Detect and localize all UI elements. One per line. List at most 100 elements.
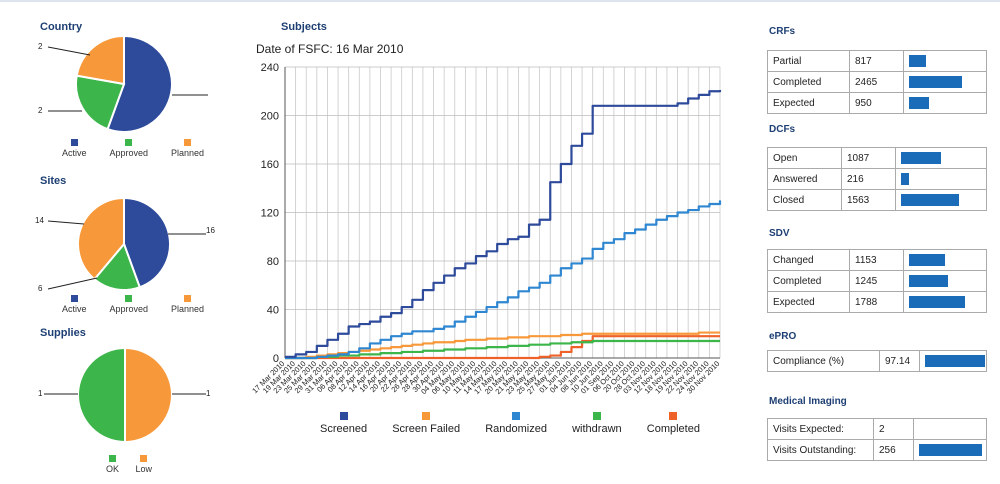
- legend-swatch-screen-failed: [422, 412, 431, 420]
- row-value: 2: [873, 418, 914, 440]
- supplies-title: Supplies: [40, 327, 86, 339]
- legend-label: Planned: [170, 148, 204, 158]
- row-bar-cell: [895, 189, 987, 211]
- table-row: Changed 1153: [767, 249, 987, 271]
- imaging-title: Medical Imaging: [769, 396, 847, 407]
- row-label: Partial: [767, 50, 850, 72]
- row-value: 97.14: [879, 350, 920, 372]
- row-value: 950: [849, 92, 904, 114]
- table-row: Completed 1245: [767, 270, 987, 292]
- row-label: Changed: [767, 249, 850, 271]
- table-row: Expected 1788: [767, 291, 987, 313]
- legend-label: Active: [62, 148, 87, 158]
- legend-swatch-approved: [125, 295, 133, 302]
- pie-slice-active: [106, 34, 173, 133]
- legend-swatch-randomized: [512, 412, 521, 420]
- sites-pie-chart: [47, 196, 206, 291]
- legend-swatch-active: [70, 295, 78, 302]
- value-bar: [925, 355, 985, 367]
- row-bar-cell: [903, 270, 987, 292]
- legend-item: Planned: [171, 139, 204, 158]
- crfs-table: Partial 817 Completed 2465 Expected 950: [767, 50, 987, 114]
- table-row: Completed 2465: [767, 71, 987, 93]
- crfs-title: CRFs: [769, 26, 796, 37]
- legend-label: Low: [135, 464, 152, 474]
- series-line-withdrawn: [285, 339, 720, 360]
- sites-title: Sites: [40, 175, 67, 187]
- value-bar: [909, 296, 965, 308]
- row-value: 1087: [841, 147, 896, 169]
- top-divider: [0, 0, 1000, 2]
- legend-item: Low: [135, 455, 152, 474]
- legend-label: Planned: [170, 304, 204, 314]
- country-label-planned: 2: [38, 42, 43, 51]
- legend-swatch-approved: [125, 139, 133, 146]
- legend-swatch-low: [140, 455, 148, 462]
- pie-leader-line: [47, 46, 91, 56]
- row-label: Completed: [767, 270, 850, 292]
- value-bar: [909, 254, 945, 266]
- pie-slice-approved: [75, 74, 126, 131]
- legend-swatch-completed: [669, 412, 678, 420]
- row-bar-cell: [913, 439, 987, 461]
- series-line-randomized: [285, 200, 722, 360]
- legend-label: Screen Failed: [392, 423, 461, 435]
- value-bar: [909, 275, 948, 287]
- sites-legend: Active Approved Planned: [62, 295, 204, 314]
- value-bar: [909, 97, 929, 109]
- dcfs-table: Open 1087 Answered 216 Closed 1563: [767, 147, 987, 211]
- row-value: 256: [873, 439, 914, 461]
- legend-swatch-planned: [183, 295, 191, 302]
- row-label: Open: [767, 147, 842, 169]
- row-bar-cell: [903, 291, 987, 313]
- supplies-pie-chart: [44, 346, 206, 444]
- y-tick-label: 240: [261, 62, 279, 74]
- legend-label: Approved: [109, 148, 148, 158]
- legend-label: OK: [106, 464, 120, 474]
- series-line-screened: [285, 90, 722, 358]
- table-row: Answered 216: [767, 168, 987, 190]
- supplies-label-low: 1: [206, 389, 211, 398]
- sdv-title: SDV: [769, 228, 790, 239]
- sites-label-approved: 6: [38, 284, 43, 293]
- legend-item: OK: [106, 455, 119, 474]
- pie-slice-ok: [77, 346, 126, 444]
- table-row: Closed 1563: [767, 189, 987, 211]
- table-row: Visits Expected: 2: [767, 418, 987, 440]
- supplies-label-ok: 1: [38, 389, 43, 398]
- row-bar-cell: [913, 418, 987, 440]
- row-label: Compliance (%): [767, 350, 880, 372]
- series-line-completed: [285, 335, 720, 360]
- subjects-subtitle: Date of FSFC: 16 Mar 2010: [256, 42, 404, 56]
- row-value: 2465: [849, 71, 904, 93]
- row-bar-cell: [903, 249, 987, 271]
- legend-swatch-planned: [183, 139, 191, 146]
- country-title: Country: [40, 21, 83, 33]
- value-bar: [909, 76, 962, 88]
- legend-label: Active: [62, 304, 87, 314]
- y-tick-label: 0: [273, 353, 279, 365]
- legend-swatch-ok: [109, 455, 116, 462]
- imaging-table: Visits Expected: 2 Visits Outstanding: 256: [767, 418, 987, 461]
- legend-item: Randomized: [485, 412, 547, 435]
- country-label-approved: 2: [38, 106, 43, 115]
- row-value: 1153: [849, 249, 904, 271]
- y-tick-label: 40: [267, 305, 279, 317]
- legend-swatch-active: [70, 139, 78, 146]
- subjects-legend: Screened Screen Failed Randomized withdr…: [320, 412, 700, 435]
- legend-label: Approved: [109, 304, 148, 314]
- row-bar-cell: [895, 168, 987, 190]
- y-tick-label: 160: [261, 159, 279, 171]
- legend-item: Screened: [320, 412, 367, 435]
- value-bar: [901, 194, 959, 206]
- y-tick-label: 80: [267, 256, 279, 268]
- value-bar: [919, 444, 982, 456]
- legend-item: Active: [62, 295, 87, 314]
- legend-item: Active: [62, 139, 87, 158]
- legend-item: Approved: [109, 139, 148, 158]
- row-bar-cell: [895, 147, 987, 169]
- y-tick-label: 120: [261, 208, 279, 220]
- table-row: Compliance (%) 97.14: [767, 350, 987, 372]
- value-bar: [901, 152, 941, 164]
